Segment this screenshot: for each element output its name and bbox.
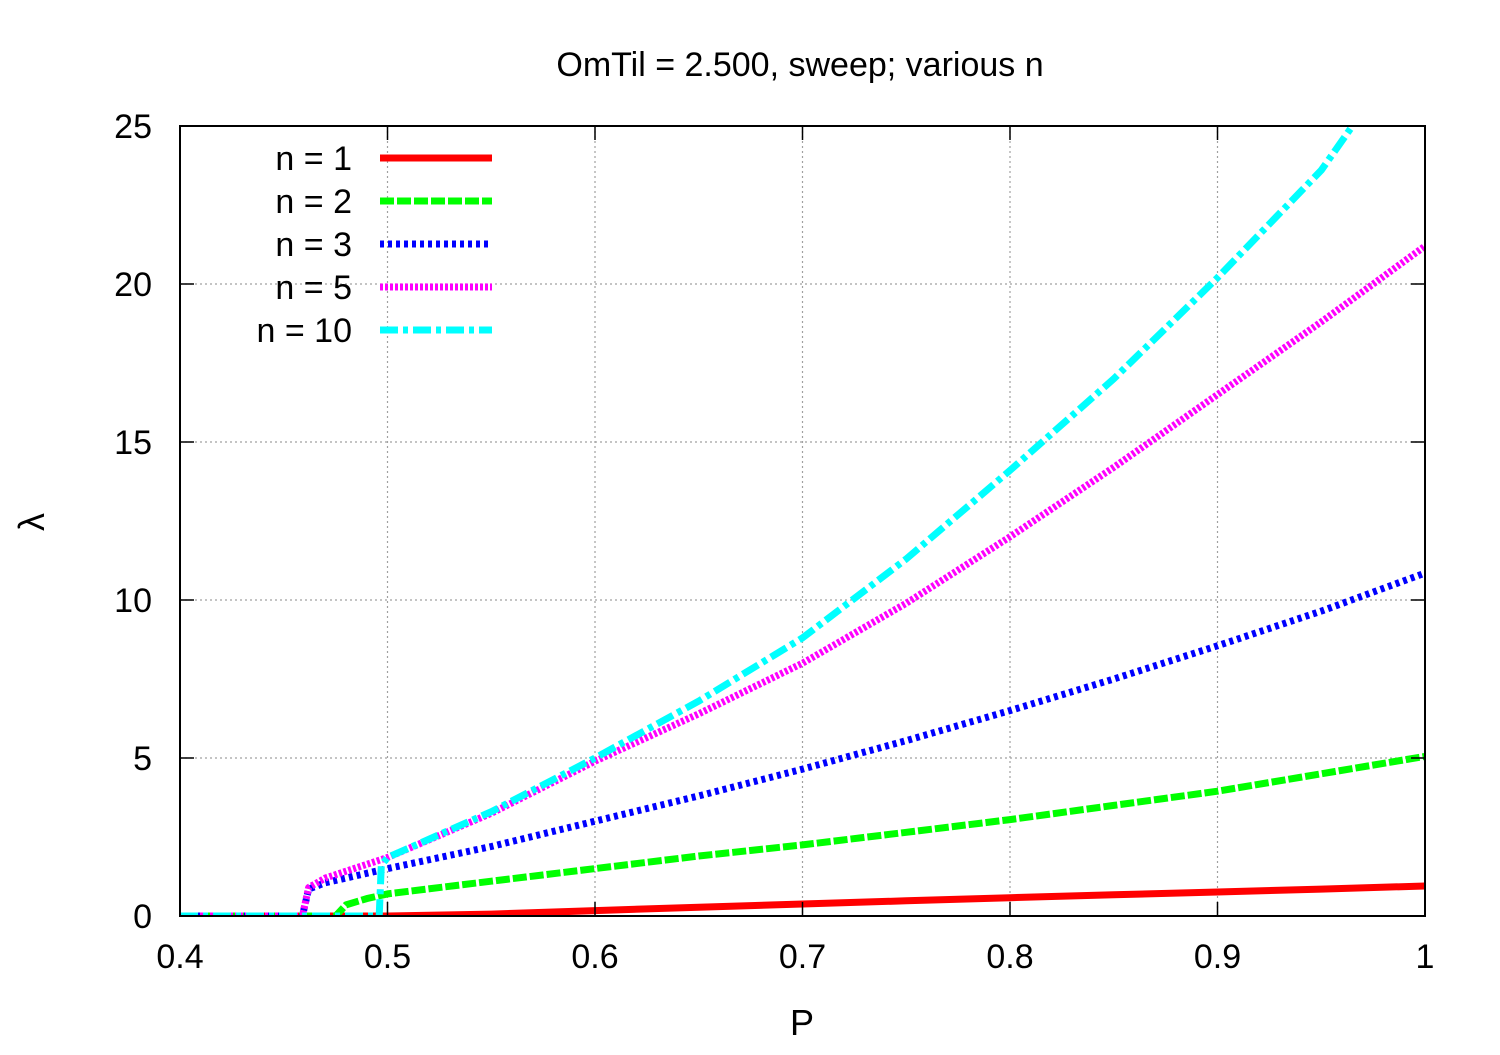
x-tick-label: 0.6 [571,938,618,976]
x-tick-label: 1 [1416,938,1435,976]
y-tick-label: 15 [114,424,152,462]
y-tick-label: 10 [114,582,152,620]
series-lines [180,126,1425,916]
legend-label-n-2: n = 2 [275,183,352,221]
legend-label-n-5: n = 5 [275,269,352,307]
y-tick-label: 0 [133,898,152,936]
x-tick-label: 0.7 [779,938,826,976]
legend-label-n-10: n = 10 [257,312,352,350]
x-tick-label: 0.5 [364,938,411,976]
x-axis-label: P [790,1002,814,1043]
legend-label-n-1: n = 1 [275,140,352,178]
y-tick-label: 25 [114,108,152,146]
chart-title: OmTil = 2.500, sweep; various n [556,46,1043,84]
y-tick-label: 20 [114,266,152,304]
series-line-n-2 [180,752,1425,916]
x-tick-label: 0.9 [1194,938,1241,976]
grid [180,126,1425,916]
x-tick-label: 0.4 [156,938,203,976]
legend-label-n-3: n = 3 [275,226,352,264]
series-line-n-3 [180,569,1425,916]
x-tick-label: 0.8 [986,938,1033,976]
y-axis-label: λ [11,513,52,531]
legend: n = 1 n = 2 n = 3 n = 5 n = 10 [257,140,492,350]
series-line-n-5 [180,243,1425,916]
y-tick-label: 5 [133,740,152,778]
series-line-n-10 [180,126,1356,916]
